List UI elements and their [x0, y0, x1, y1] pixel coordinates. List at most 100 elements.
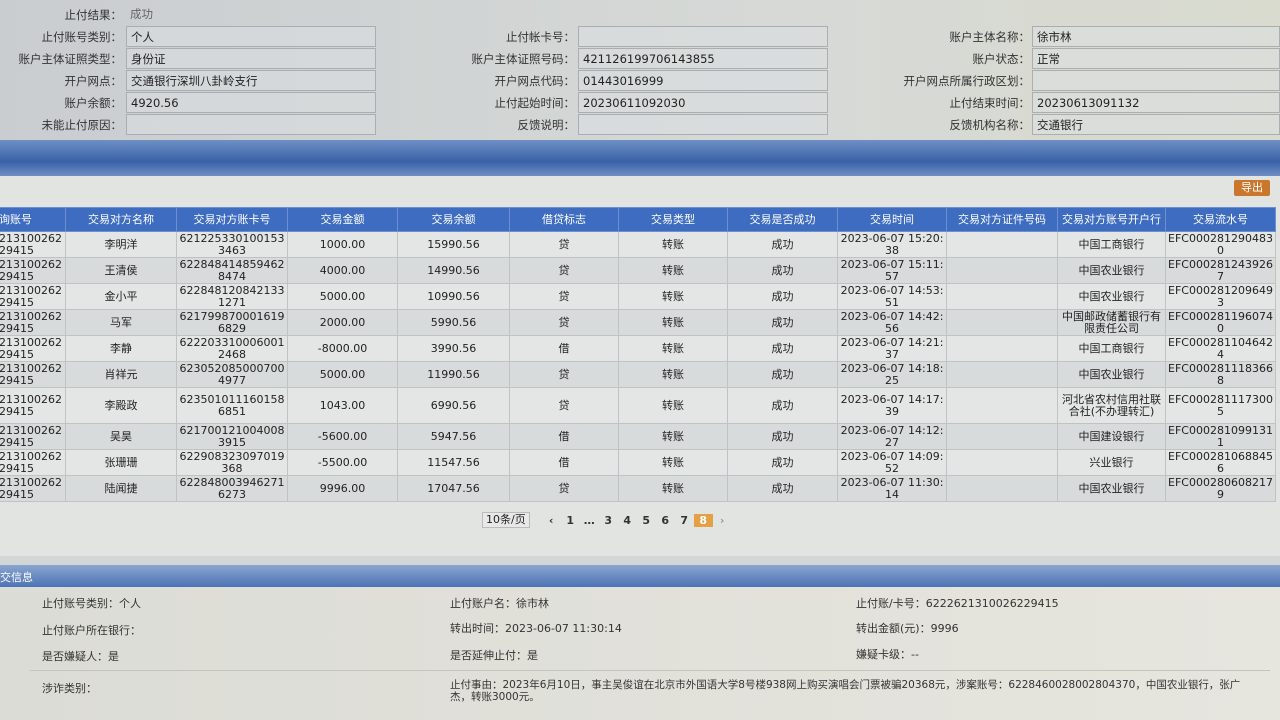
- table-cell: 2023-06-07 14:17:39: [837, 387, 947, 424]
- section-header-band: [0, 140, 1280, 176]
- table-cell: [946, 423, 1058, 450]
- detail-fraud-type: 涉诈类别：: [42, 682, 97, 695]
- stop-payment-info-panel: 止付结果： 成功 止付账号类别： 个人 止付帐卡号： 账户主体名称： 徐市林 账户主体证照类型…: [0, 0, 1280, 140]
- info-value: 个人: [126, 26, 376, 47]
- column-header: 交易对方名称: [65, 207, 177, 232]
- detail-out-amount: 转出金额(元)：9996: [856, 622, 959, 635]
- table-cell: 兴业银行: [1057, 449, 1166, 476]
- table-cell: 4000.00: [287, 257, 398, 284]
- table-cell: EFC0002811960740: [1165, 309, 1276, 336]
- page-button[interactable]: 3: [604, 513, 613, 527]
- page-button[interactable]: 5: [642, 513, 651, 527]
- table-cell: 贷: [509, 361, 619, 388]
- info-value: 徐市林: [1032, 26, 1280, 47]
- table-cell: [946, 231, 1058, 258]
- table-cell: 李静: [65, 335, 177, 362]
- detail-extend: 是否延伸止付：是: [450, 649, 538, 662]
- table-row[interactable]: 21310026229415 张珊珊 622908323097019368 -5500…: [0, 449, 1276, 476]
- info-value: 4920.56: [126, 92, 376, 113]
- table-cell: 肖祥元: [65, 361, 177, 388]
- page-button[interactable]: 8: [693, 513, 713, 527]
- table-row[interactable]: 21310026229415 李殿政 6235010111601586851 1043…: [0, 387, 1276, 424]
- info-label: 反馈说明：: [517, 118, 576, 132]
- table-cell: -8000.00: [287, 335, 398, 362]
- table-cell: 转账: [618, 283, 728, 310]
- table-cell: 5990.56: [397, 309, 510, 336]
- table-cell: 2023-06-07 14:18:25: [837, 361, 947, 388]
- page-button[interactable]: 4: [623, 513, 632, 527]
- table-row[interactable]: 21310026229415 肖祥元 6230520850007004977 5000…: [0, 361, 1276, 388]
- column-header: 借贷标志: [509, 207, 619, 232]
- table-cell: [946, 387, 1058, 424]
- table-cell: EFC0002806082179: [1165, 475, 1276, 502]
- info-value: 01443016999: [578, 70, 828, 91]
- table-cell: 借: [509, 449, 619, 476]
- table-cell: 转账: [618, 309, 728, 336]
- table-cell: 贷: [509, 257, 619, 284]
- table-cell: [946, 361, 1058, 388]
- table-cell: 15990.56: [397, 231, 510, 258]
- table-cell: 转账: [618, 257, 728, 284]
- info-value: 成功: [130, 7, 153, 21]
- prev-page-button[interactable]: ‹: [548, 513, 554, 527]
- info-value: [126, 114, 376, 135]
- page-button[interactable]: 1: [566, 513, 575, 527]
- table-cell: 11990.56: [397, 361, 510, 388]
- table-cell: 2023-06-07 14:12:27: [837, 423, 947, 450]
- table-cell: 21310026229415: [0, 335, 66, 362]
- table-row[interactable]: 21310026229415 王清侯 6228484148594628474 4000…: [0, 257, 1276, 284]
- table-cell: 2000.00: [287, 309, 398, 336]
- table-row[interactable]: 21310026229415 马军 6217998700016196829 2000.…: [0, 309, 1276, 336]
- table-row[interactable]: 21310026229415 李静 6222033100060012468 -8000…: [0, 335, 1276, 362]
- table-cell: 张珊珊: [65, 449, 177, 476]
- table-cell: 转账: [618, 231, 728, 258]
- transaction-table: 询账号 交易对方名称 交易对方账卡号 交易金额 交易余额 借贷标志 交易类型 交易是否成功 交易…: [0, 207, 1276, 502]
- next-page-button[interactable]: ›: [719, 513, 725, 527]
- info-row: 开户网点： 交通银行深圳八卦岭支行 开户网点代码： 01443016999 开户网点所属…: [0, 70, 1280, 92]
- table-cell: 马军: [65, 309, 177, 336]
- column-header: 交易时间: [837, 207, 947, 232]
- detail-reason: 止付事由：2023年6月10日，事主吴俊谊在北京市外国语大学8号楼938网上购买…: [450, 679, 1241, 703]
- table-cell: 5947.56: [397, 423, 510, 450]
- detail-acct-name: 止付账户名：徐市林: [450, 597, 549, 610]
- table-cell: EFC0002811183668: [1165, 361, 1276, 388]
- table-cell: 622908323097019368: [176, 449, 288, 476]
- table-cell: 金小平: [65, 283, 177, 310]
- page-button[interactable]: 7: [680, 513, 689, 527]
- table-cell: 李殿政: [65, 387, 177, 424]
- page-size-select[interactable]: 10条/页: [482, 512, 530, 528]
- table-cell: 17047.56: [397, 475, 510, 502]
- table-row[interactable]: 21310026229415 陆闻捷 6228480039462716273 9996…: [0, 475, 1276, 502]
- table-cell: 陆闻捷: [65, 475, 177, 502]
- table-row[interactable]: 21310026229415 李明洋 6212253301001533463 1000…: [0, 231, 1276, 258]
- table-cell: [946, 475, 1058, 502]
- table-cell: 河北省农村信用社联合社(不办理转汇): [1057, 387, 1166, 424]
- table-cell: 6990.56: [397, 387, 510, 424]
- table-cell: 2023-06-07 14:53:51: [837, 283, 947, 310]
- info-value: [1032, 70, 1280, 91]
- table-cell: 李明洋: [65, 231, 177, 258]
- export-button[interactable]: 导出: [1234, 180, 1270, 196]
- column-header: 交易是否成功: [727, 207, 838, 232]
- table-cell: 2023-06-07 14:09:52: [837, 449, 947, 476]
- table-cell: 借: [509, 335, 619, 362]
- table-cell: 14990.56: [397, 257, 510, 284]
- divider: [30, 670, 1270, 671]
- table-cell: 成功: [727, 309, 838, 336]
- table-cell: 贷: [509, 387, 619, 424]
- info-label: 账户状态：: [972, 52, 1031, 66]
- page-button[interactable]: 6: [661, 513, 670, 527]
- table-cell: EFC0002812904830: [1165, 231, 1276, 258]
- page-button[interactable]: …: [583, 513, 595, 527]
- detail-section-title: 交信息: [0, 571, 33, 584]
- info-row: 账户主体证照类型： 身份证 账户主体证照号码： 421126199706143855 账…: [0, 48, 1280, 70]
- detail-acct-no: 止付账/卡号：6222621310026229415: [856, 597, 1059, 610]
- column-header: 交易余额: [397, 207, 510, 232]
- table-cell: 21310026229415: [0, 231, 66, 258]
- info-label: 账户主体证照类型：: [18, 52, 123, 66]
- table-row[interactable]: 21310026229415 吴昊 6217001210040083915 -5600…: [0, 423, 1276, 450]
- table-row[interactable]: 21310026229415 金小平 6228481208421331271 5000…: [0, 283, 1276, 310]
- table-cell: 1043.00: [287, 387, 398, 424]
- table-cell: EFC0002811046424: [1165, 335, 1276, 362]
- info-label: 开户网点：: [64, 74, 123, 88]
